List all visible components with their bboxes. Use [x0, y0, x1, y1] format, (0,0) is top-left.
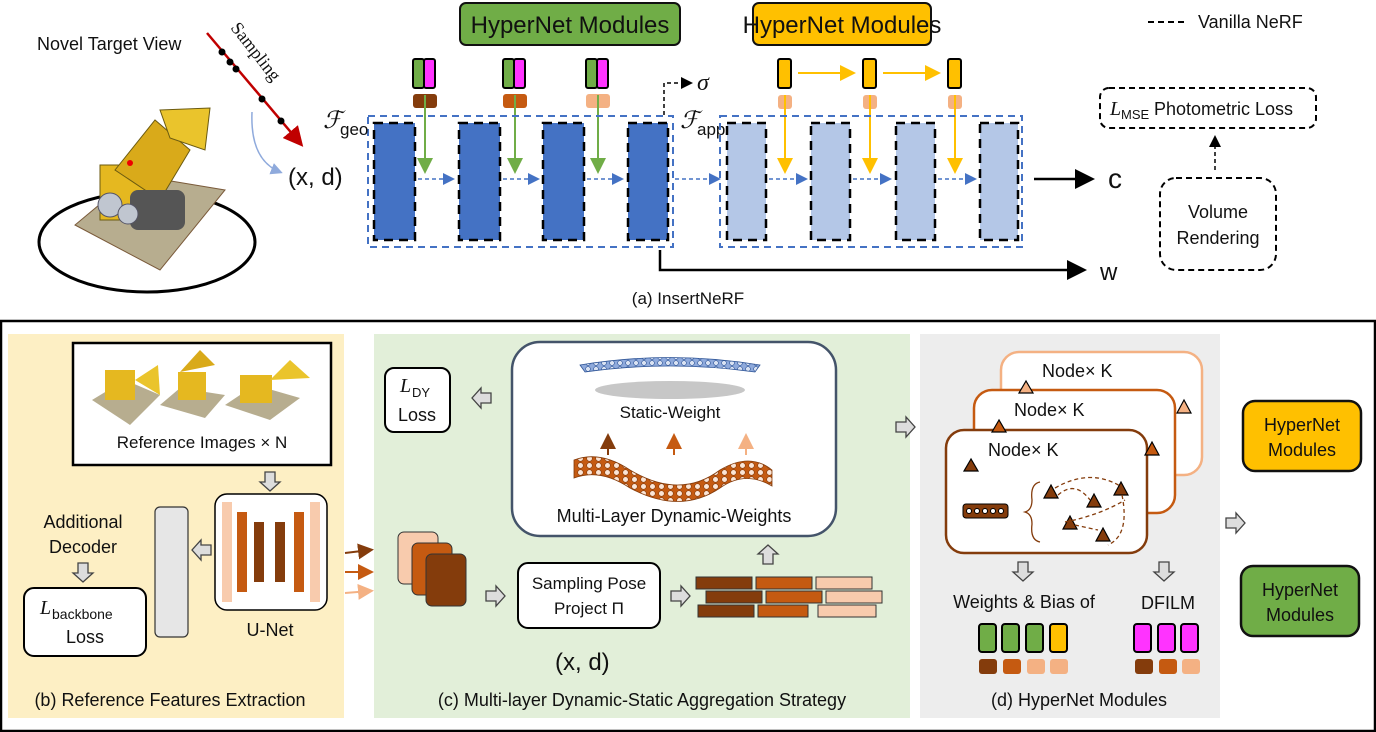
layer-color-tags [979, 659, 1200, 674]
volume-rendering-line1: Volume [1188, 202, 1248, 222]
node-graph-edges [1054, 476, 1126, 546]
section-c-aggregation: L DY Loss Static-Weight Multi-Layer Dyna… [374, 334, 910, 718]
right-arrow-icon [1225, 512, 1246, 534]
sampling-pose-box [517, 562, 661, 629]
static-weight-label: Static-Weight [620, 403, 721, 422]
node-embedding-vector [962, 503, 1009, 519]
node-k-label-2: Node× K [1014, 400, 1085, 420]
section-d-hypernet: Node× K Node× K Node× K Weights & Bias o… [920, 334, 1220, 718]
dy-loss-symbol: L [399, 375, 411, 397]
output-green-line2: Modules [1266, 605, 1334, 625]
sigma-arrow [663, 77, 693, 115]
sample-points [218, 48, 285, 125]
hypernet-yellow-title-label: HyperNet Modules [743, 12, 942, 39]
dfilm-label: DFILM [1141, 593, 1195, 613]
mse-loss-symbol: L [1109, 98, 1121, 120]
geo-hypernet-weights [412, 58, 610, 174]
feature-arrows [344, 543, 374, 600]
backbone-loss-subscript: backbone [52, 606, 113, 622]
node-triangle-icons [962, 379, 1193, 542]
mse-loss-box [1099, 87, 1317, 129]
hypernet-modules-yellow-title [752, 2, 932, 46]
backbone-loss-symbol: L [39, 597, 51, 619]
unet-label: U-Net [246, 620, 293, 640]
node-k-label-3: Node× K [1042, 361, 1113, 381]
backbone-loss-word: Loss [66, 627, 104, 647]
volume-rendering-box [1159, 177, 1277, 271]
output-yellow-line2: Modules [1268, 440, 1336, 460]
geo-mlp-group [367, 115, 674, 248]
static-weight-shadow [595, 381, 745, 399]
app-mlp-group [719, 115, 1023, 248]
output-w-label: w [1099, 259, 1118, 286]
decoder-feature-bar [154, 506, 189, 638]
caption-d: (d) HyperNet Modules [991, 690, 1167, 710]
output-hypernet-green: HyperNet Modules [1239, 564, 1361, 638]
weights-bias-blocks [978, 623, 1199, 653]
unet-layers-icon [222, 502, 320, 602]
sampling-label: Sampling [227, 18, 285, 85]
static-weight-mesh [579, 357, 761, 373]
dy-loss-subscript: DY [412, 385, 430, 400]
dy-loss-word: Loss [398, 405, 436, 425]
reference-images-label: Reference Images × N [117, 433, 288, 452]
aggregated-feature-blocks [695, 576, 883, 618]
sampling-to-input-arrow [251, 111, 283, 175]
brace-icon [1022, 481, 1041, 543]
f-geo-symbol: ℱ [323, 108, 346, 134]
output-c-label: c [1108, 163, 1122, 194]
dynamic-weights-label: Multi-Layer Dynamic-Weights [557, 506, 792, 526]
node-card-1 [944, 428, 1149, 555]
panel-c-input-label: (x, d) [555, 649, 610, 676]
f-app-subscript: app [697, 120, 725, 139]
caption-c: (c) Multi-layer Dynamic-Static Aggregati… [438, 690, 846, 710]
output-yellow-line1: HyperNet [1264, 415, 1340, 435]
app-hypernet-weights [777, 58, 963, 174]
section-a-insertnerf: Novel Target View Sampling (x, d) HyperN… [37, 2, 1317, 308]
bottom-frame [0, 319, 1376, 732]
mse-loss-text: Photometric Loss [1154, 99, 1293, 119]
feature-map-stack [397, 531, 467, 607]
reference-images [92, 350, 310, 425]
additional-decoder-line2: Decoder [49, 537, 117, 557]
app-mlp-layers [725, 121, 1020, 242]
output-hypernet-yellow: HyperNet Modules [1241, 399, 1363, 473]
caption-a: (a) InsertNeRF [632, 289, 744, 308]
dynamic-to-static-arrows [600, 433, 754, 455]
node-k-label-1: Node× K [988, 440, 1059, 460]
mse-loss-subscript: MSE [1121, 107, 1150, 122]
caption-b: (b) Reference Features Extraction [34, 690, 305, 710]
f-app-symbol: ℱ [680, 108, 703, 134]
sigma-label: σ [697, 70, 710, 96]
lego-scene-image [37, 107, 257, 294]
volume-rendering-line2: Rendering [1176, 228, 1259, 248]
dy-loss-box [384, 367, 451, 433]
sampling-pose-line1: Sampling Pose [532, 574, 646, 593]
sampling-pose-line2: Project Π [554, 599, 624, 618]
weight-output-arrow [658, 250, 1087, 280]
dynamic-weights-mesh [573, 456, 773, 502]
weights-bias-label: Weights & Bias of [953, 592, 1096, 612]
backbone-loss-box [23, 587, 147, 657]
legend-vanilla-nerf-label: Vanilla NeRF [1198, 12, 1303, 32]
additional-decoder-line1: Additional [43, 512, 122, 532]
output-green-line1: HyperNet [1262, 580, 1338, 600]
novel-target-view-label: Novel Target View [37, 34, 182, 54]
hypernet-green-title-label: HyperNet Modules [471, 12, 670, 39]
section-b-reference-features: Reference Images × N U-Net Additional De… [8, 334, 344, 718]
f-geo-subscript: geo [340, 120, 368, 139]
geo-mlp-layers [372, 121, 670, 242]
input-xd-label: (x, d) [288, 164, 343, 191]
hypernet-modules-green-title [459, 2, 681, 46]
